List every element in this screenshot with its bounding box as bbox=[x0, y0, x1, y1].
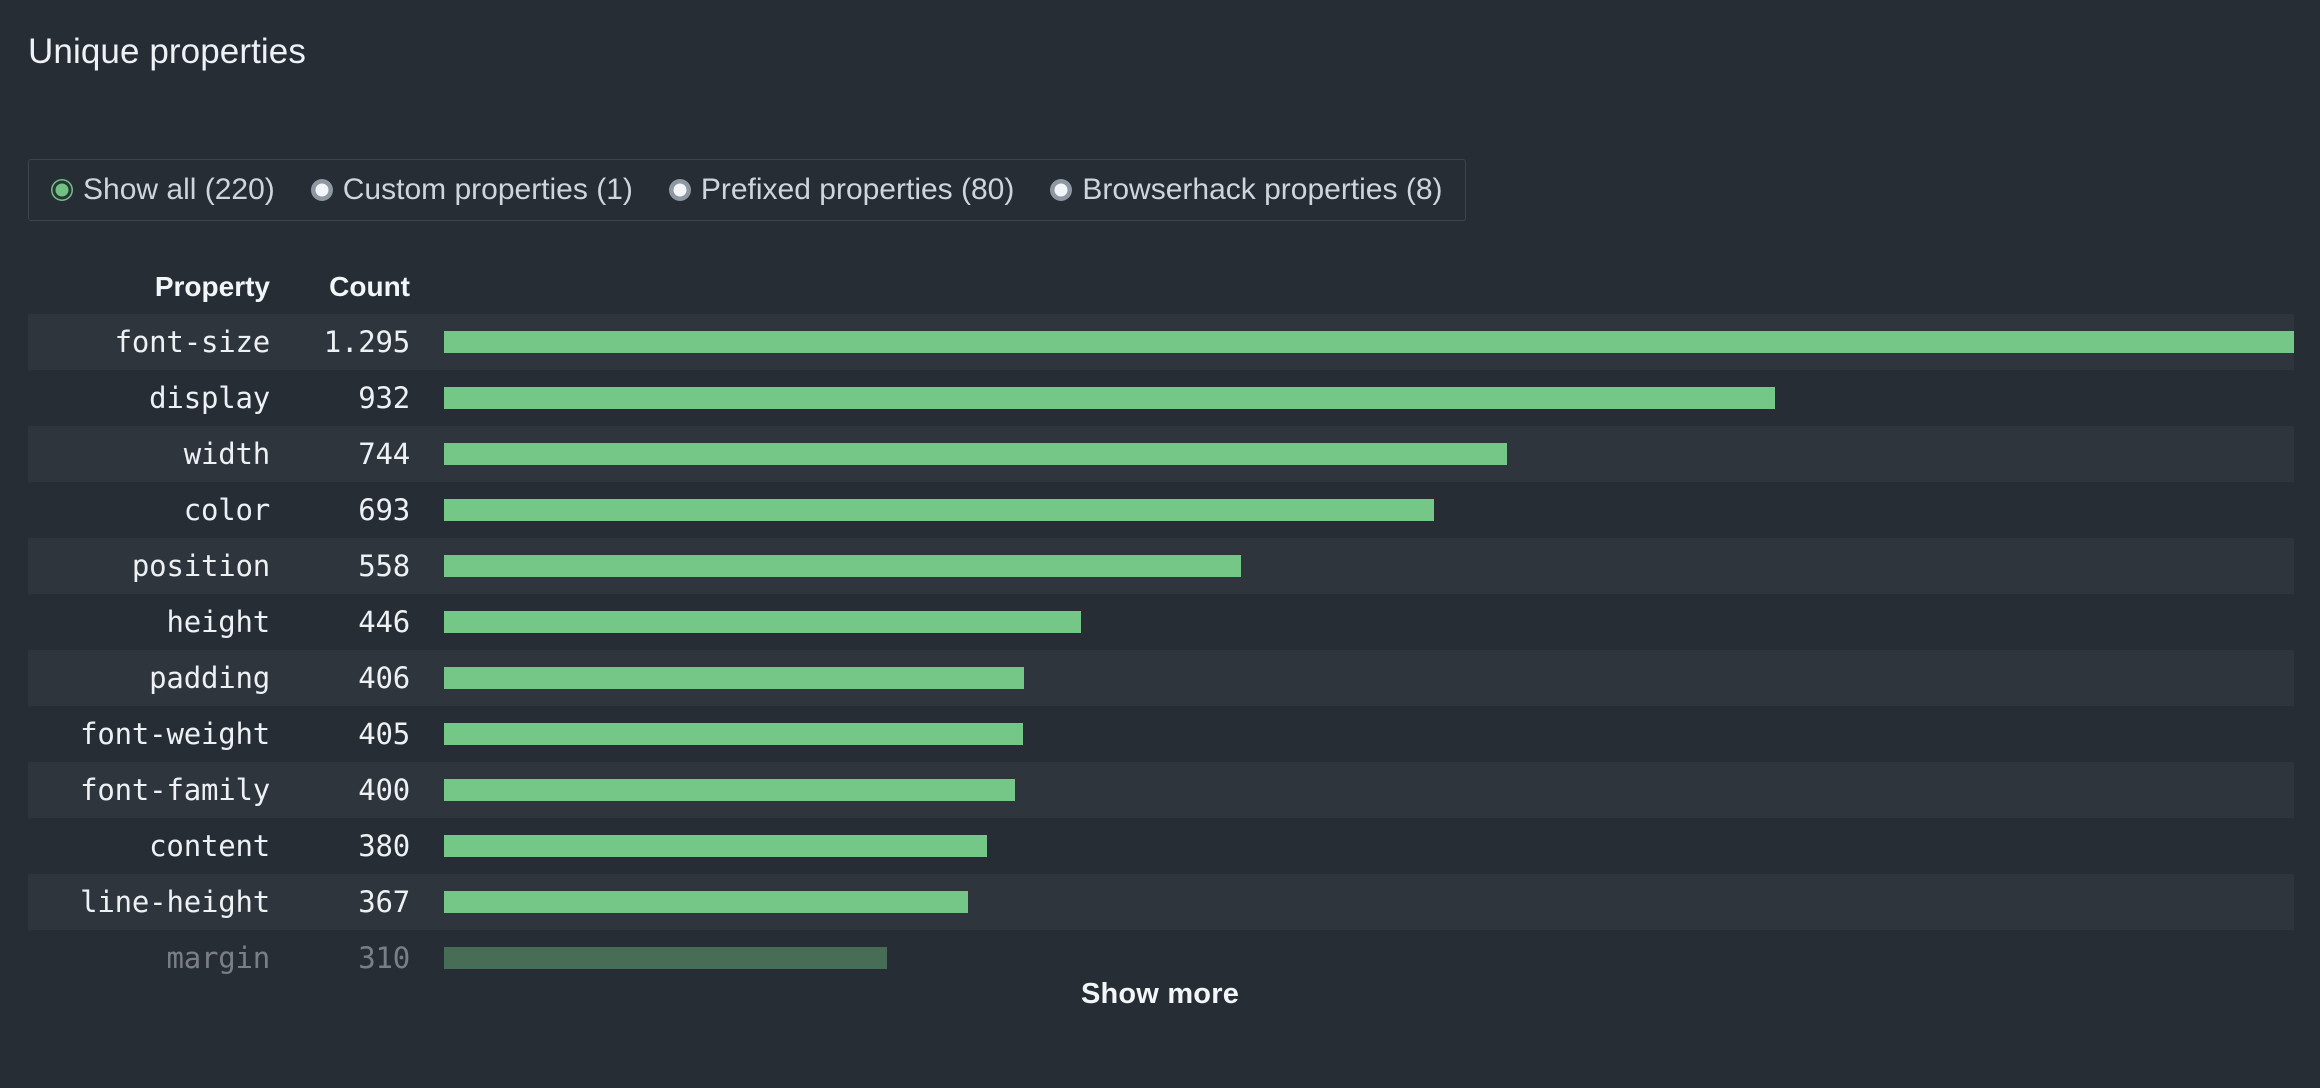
properties-table: Property Count font-size 1.295 display 932 w… bbox=[0, 264, 2320, 986]
bar-fill bbox=[444, 891, 969, 913]
table-body: font-size 1.295 display 932 width 744 color 693… bbox=[0, 314, 2320, 986]
cell-property-name: line-height bbox=[80, 885, 270, 919]
bar-fill bbox=[444, 387, 1776, 409]
table-row[interactable]: margin 310 bbox=[0, 930, 2320, 986]
table-row[interactable]: font-size 1.295 bbox=[0, 314, 2320, 370]
cell-property-count: 406 bbox=[358, 661, 410, 695]
bar-fill bbox=[444, 947, 887, 969]
bar-track bbox=[444, 835, 2294, 857]
filter-custom-properties[interactable]: Custom properties (1) bbox=[310, 173, 633, 207]
bar-track bbox=[444, 891, 2294, 913]
bar-track bbox=[444, 779, 2294, 801]
cell-property-count: 932 bbox=[358, 381, 410, 415]
bar-fill bbox=[444, 835, 987, 857]
bar-fill bbox=[444, 611, 1082, 633]
filter-option-label: Browserhack properties (8) bbox=[1082, 173, 1443, 206]
bar-fill bbox=[444, 723, 1023, 745]
cell-property-name: font-family bbox=[80, 773, 270, 807]
cell-property-count: 405 bbox=[358, 717, 410, 751]
filter-option-label: Prefixed properties (80) bbox=[700, 173, 1015, 206]
table-row[interactable]: font-weight 405 bbox=[0, 706, 2320, 762]
bar-track bbox=[444, 443, 2294, 465]
filter-radio-group: Show all (220) Custom properties (1) Prefi… bbox=[28, 159, 1466, 221]
row-background bbox=[28, 874, 2294, 930]
cell-property-name: content bbox=[149, 829, 270, 863]
bar-track bbox=[444, 667, 2294, 689]
cell-property-count: 310 bbox=[358, 941, 410, 975]
cell-property-name: height bbox=[166, 605, 270, 639]
radio-unselected-icon[interactable] bbox=[668, 179, 691, 201]
bar-fill bbox=[444, 499, 1434, 521]
cell-property-count: 744 bbox=[358, 437, 410, 471]
table-header-row: Property Count bbox=[0, 264, 2320, 314]
bar-track bbox=[444, 499, 2294, 521]
filter-prefixed-properties[interactable]: Prefixed properties (80) bbox=[668, 173, 1015, 207]
column-header-count: Count bbox=[329, 271, 410, 302]
cell-property-count: 693 bbox=[358, 493, 410, 527]
table-row[interactable]: content 380 bbox=[0, 818, 2320, 874]
radio-selected-icon[interactable] bbox=[51, 179, 73, 201]
filter-show-all[interactable]: Show all (220) bbox=[51, 173, 275, 207]
row-background bbox=[28, 762, 2294, 818]
cell-property-count: 400 bbox=[358, 773, 410, 807]
row-background bbox=[28, 650, 2294, 706]
table-row[interactable]: color 693 bbox=[0, 482, 2320, 538]
column-header-property: Property bbox=[154, 271, 270, 302]
cell-property-count: 446 bbox=[358, 605, 410, 639]
bar-track bbox=[444, 387, 2294, 409]
bar-track bbox=[444, 611, 2294, 633]
cell-property-name: display bbox=[149, 381, 270, 415]
bar-track bbox=[444, 723, 2294, 745]
table-row[interactable]: line-height 367 bbox=[0, 874, 2320, 930]
cell-property-count: 558 bbox=[358, 549, 410, 583]
cell-property-name: padding bbox=[149, 661, 270, 695]
page-title: Unique properties bbox=[28, 32, 306, 71]
cell-property-name: font-size bbox=[114, 325, 271, 359]
show-more-button[interactable]: Show more bbox=[1080, 978, 1240, 1010]
bar-track bbox=[444, 947, 2294, 969]
table-row[interactable]: height 446 bbox=[0, 594, 2320, 650]
cell-property-name: margin bbox=[166, 941, 270, 975]
bar-fill bbox=[444, 443, 1507, 465]
table-row[interactable]: font-family 400 bbox=[0, 762, 2320, 818]
bar-fill bbox=[444, 555, 1242, 577]
radio-unselected-icon[interactable] bbox=[1050, 179, 1073, 201]
cell-property-count: 380 bbox=[358, 829, 410, 863]
cell-property-count: 1.295 bbox=[323, 325, 411, 359]
cell-property-name: font-weight bbox=[80, 717, 270, 751]
cell-property-count: 367 bbox=[358, 885, 410, 919]
table-row[interactable]: display 932 bbox=[0, 370, 2320, 426]
bar-fill bbox=[444, 331, 2294, 353]
bar-fill bbox=[444, 667, 1024, 689]
table-row[interactable]: padding 406 bbox=[0, 650, 2320, 706]
filter-option-label: Show all (220) bbox=[83, 173, 275, 206]
filter-browserhack-properties[interactable]: Browserhack properties (8) bbox=[1050, 173, 1443, 207]
cell-property-name: position bbox=[131, 549, 270, 583]
cell-property-name: width bbox=[183, 437, 271, 471]
cell-property-name: color bbox=[183, 493, 271, 527]
bar-fill bbox=[444, 779, 1016, 801]
filter-option-label: Custom properties (1) bbox=[342, 173, 633, 206]
table-row[interactable]: width 744 bbox=[0, 426, 2320, 482]
bar-track bbox=[444, 555, 2294, 577]
radio-unselected-icon[interactable] bbox=[310, 179, 333, 201]
bar-track bbox=[444, 331, 2294, 353]
table-row[interactable]: position 558 bbox=[0, 538, 2320, 594]
